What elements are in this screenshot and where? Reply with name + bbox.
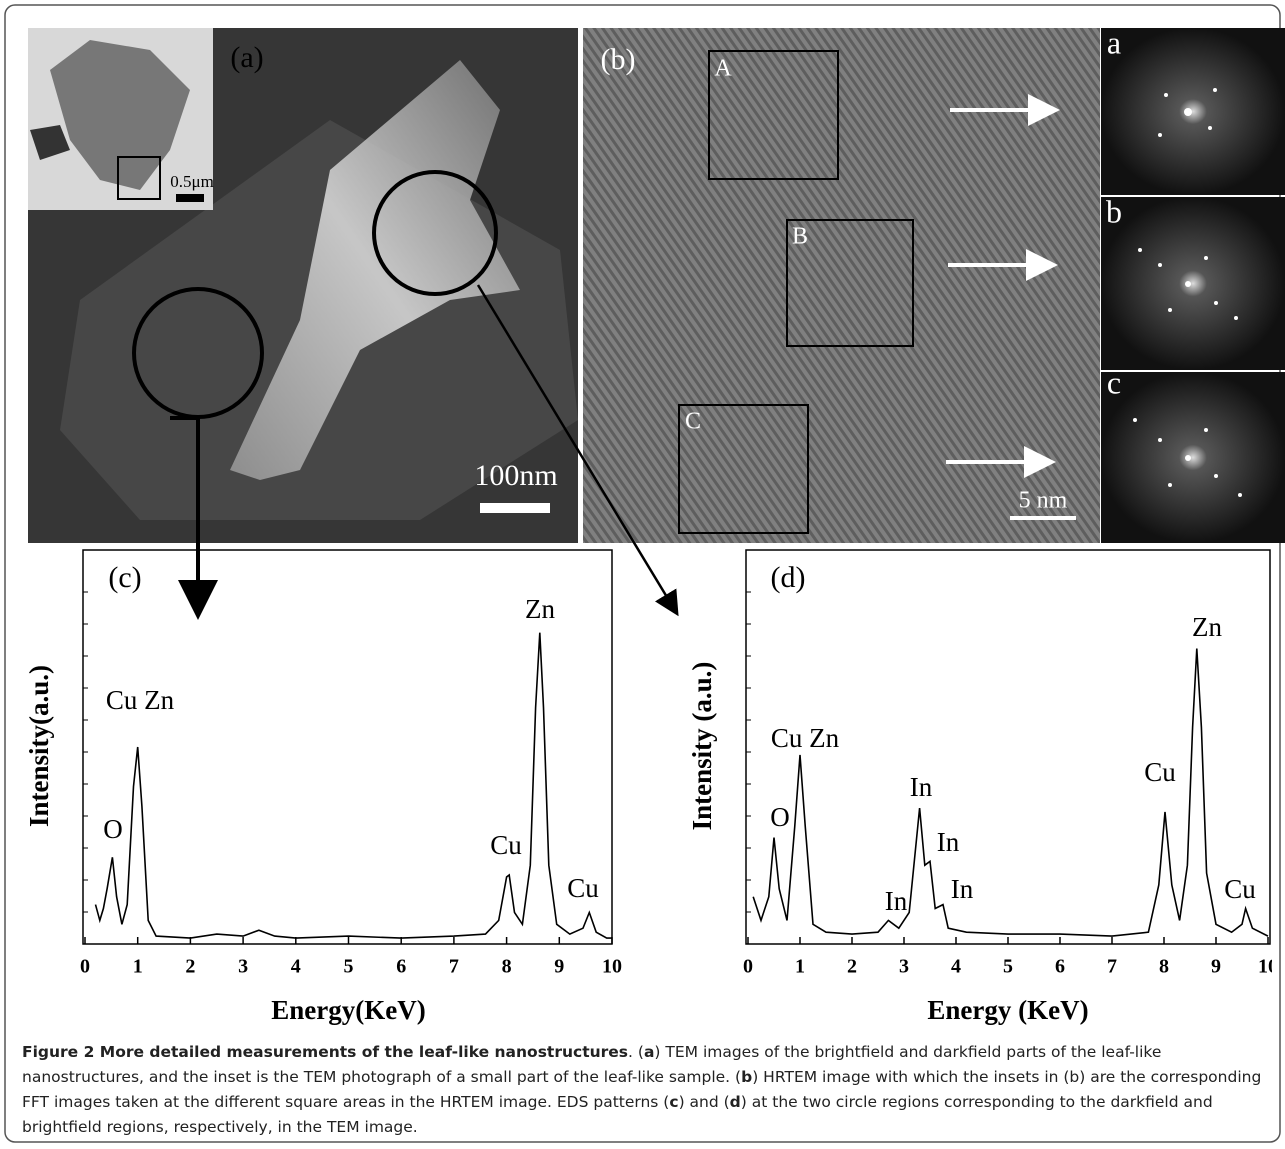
x-tick-label: 8 <box>1159 956 1169 978</box>
x-tick-label: 4 <box>291 956 301 978</box>
spectrum-line <box>94 632 612 939</box>
peak-label: Cu <box>1144 757 1176 787</box>
figure-frame <box>4 4 1281 1143</box>
x-tick-label: 7 <box>449 956 459 978</box>
x-tick-label: 10 <box>1258 956 1278 978</box>
fft-label: b <box>1106 193 1122 229</box>
peak-label: Cu Zn <box>771 723 840 753</box>
x-tick-label: 1 <box>795 956 805 978</box>
x-tick-label: 9 <box>1211 956 1221 978</box>
x-axis-label: Energy (KeV) <box>927 995 1088 1025</box>
x-tick-label: 4 <box>951 956 961 978</box>
caption-run: d <box>729 1093 741 1111</box>
x-tick-label: 5 <box>344 956 354 978</box>
peak-label: O <box>770 802 790 832</box>
scale-label: 0.5μm <box>170 172 214 191</box>
peak-label: In <box>910 772 933 802</box>
peak-label: In <box>885 886 908 916</box>
panel-label: (b) <box>601 43 636 76</box>
x-tick-label: 0 <box>743 956 753 978</box>
x-tick-label: 6 <box>396 956 406 978</box>
caption-run: ) TEM images of the brightfield and dark… <box>22 1043 1162 1086</box>
peak-label: Cu <box>490 830 522 860</box>
caption-run: c <box>669 1093 679 1111</box>
fft-label: a <box>1107 24 1121 60</box>
fft-label: c <box>1107 364 1121 400</box>
caption-run: b <box>741 1068 753 1086</box>
peak-label: Zn <box>1192 612 1222 642</box>
scale-label: 100nm <box>474 459 557 492</box>
plot-frame <box>82 549 613 945</box>
caption-run: ) at the two circle regions correspondin… <box>22 1093 1213 1136</box>
peak-label: In <box>937 827 960 857</box>
x-tick-label: 10 <box>602 956 622 978</box>
x-tick-label: 3 <box>238 956 248 978</box>
x-tick-label: 9 <box>554 956 564 978</box>
peak-label: O <box>103 814 123 844</box>
x-tick-label: 6 <box>1055 956 1065 978</box>
x-axis-label: Energy(KeV) <box>271 995 425 1025</box>
peak-label: Cu <box>567 873 599 903</box>
arrow <box>476 284 679 617</box>
x-tick-label: 0 <box>80 956 90 978</box>
x-tick-label: 7 <box>1107 956 1117 978</box>
x-tick-label: 3 <box>899 956 909 978</box>
x-tick-label: 8 <box>502 956 512 978</box>
caption-run: Figure 2 More detailed measurements of t… <box>22 1043 629 1061</box>
x-tick-label: 2 <box>847 956 857 978</box>
caption-run: . ( <box>628 1043 644 1061</box>
panel-label: (a) <box>230 41 263 74</box>
y-axis-label: Intensity(a.u.) <box>24 665 54 827</box>
x-tick-label: 1 <box>133 956 143 978</box>
panel-label: (d) <box>771 561 806 594</box>
scale-label: 5 nm <box>1019 488 1068 514</box>
x-tick-label: 5 <box>1003 956 1013 978</box>
tem-image: (a) 0.5μm 100nm <box>28 28 578 543</box>
peak-label: Cu <box>1224 874 1256 904</box>
x-tick-label: 2 <box>185 956 195 978</box>
y-axis-label: Intensity (a.u.) <box>687 662 717 831</box>
caption-run: a <box>643 1043 655 1061</box>
caption: Figure 2 More detailed measurements of t… <box>22 1040 1267 1140</box>
peak-label: Cu Zn <box>106 685 175 715</box>
region-label: C <box>685 409 701 435</box>
peak-label: Zn <box>525 594 555 624</box>
hrtem-image: (b) A B C 5 nm a b c <box>583 24 1285 543</box>
region-label: A <box>714 56 732 82</box>
spectrum-line <box>752 648 1269 937</box>
region-label: B <box>792 224 808 250</box>
caption-run: ) and ( <box>678 1093 730 1111</box>
panel-label: (c) <box>108 561 141 594</box>
peak-label: In <box>951 874 974 904</box>
caption-run: ) HRTEM image with which the insets in (… <box>22 1068 1262 1111</box>
